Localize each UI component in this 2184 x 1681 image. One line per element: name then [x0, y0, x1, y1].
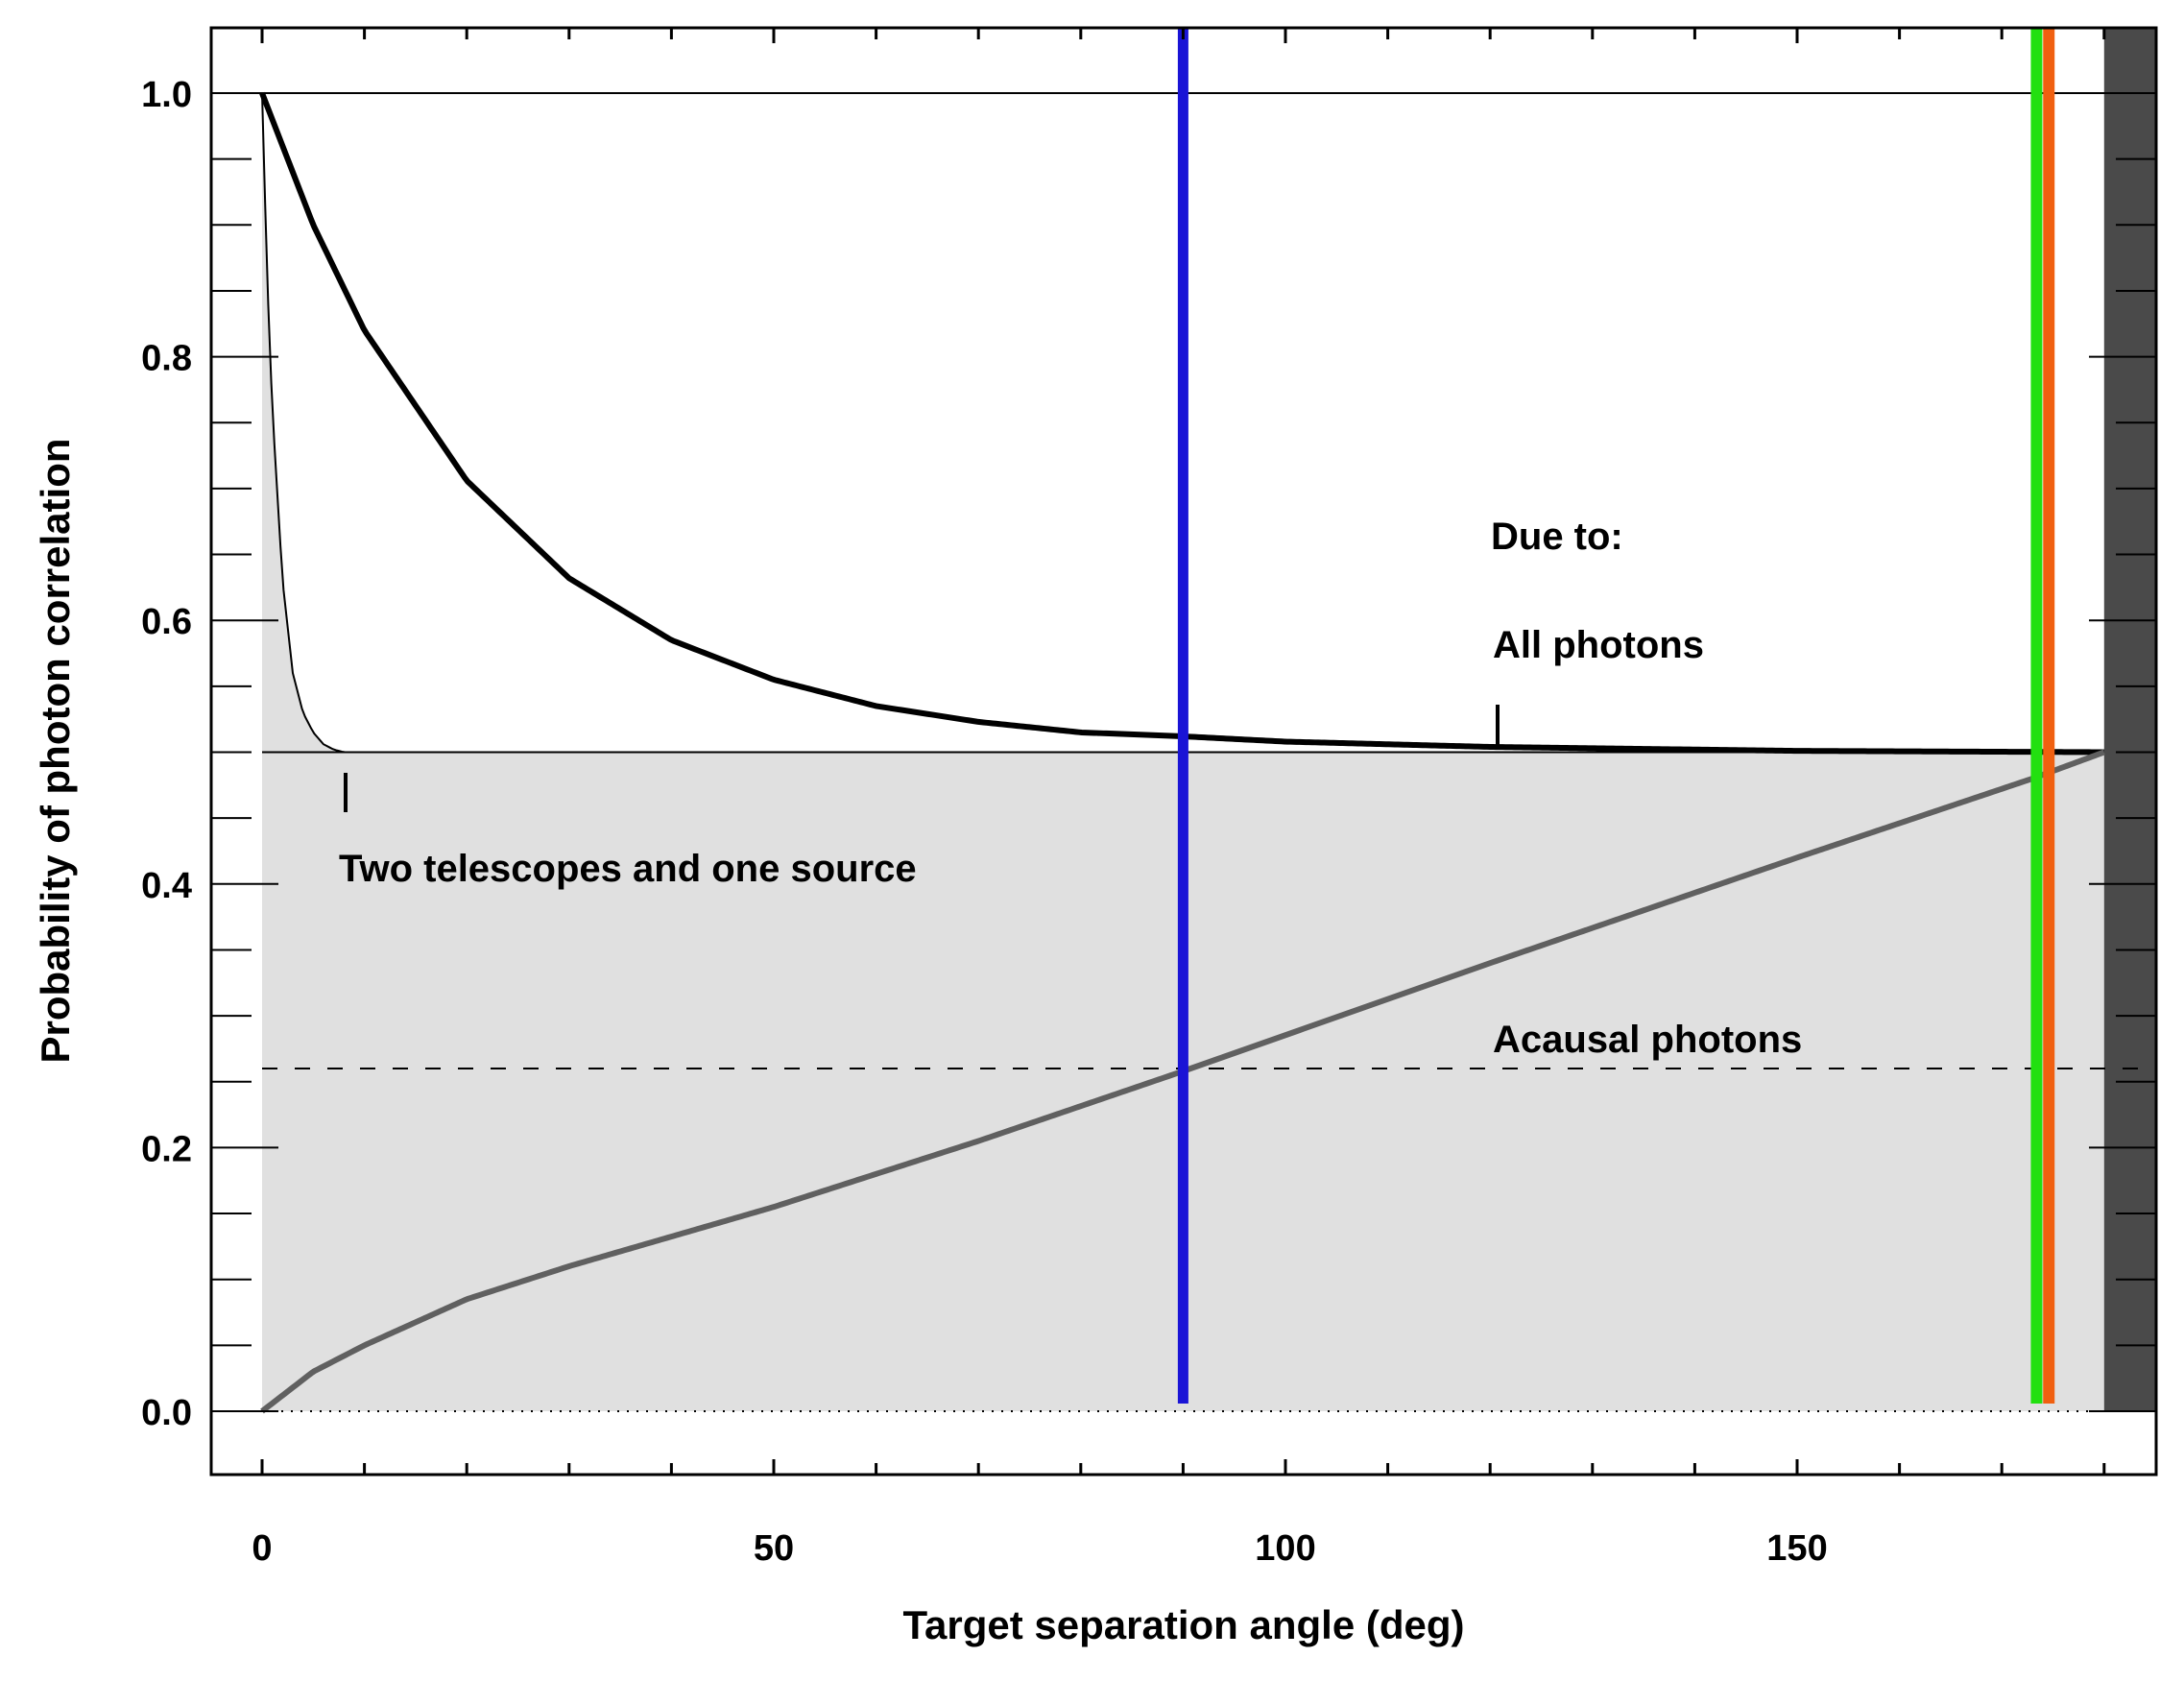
y-tick-label: 0.6: [141, 602, 192, 642]
y-axis-title: Probability of photon correlation: [33, 439, 78, 1064]
x-tick-label: 150: [1766, 1528, 1827, 1569]
annotation-due-to: Due to:: [1491, 516, 1623, 558]
annotation-all-photons: All photons: [1493, 624, 1704, 666]
annotation-acausal: Acausal photons: [1493, 1019, 1802, 1061]
fill-layer: [262, 28, 2156, 1411]
y-tick-label: 0.0: [141, 1393, 192, 1433]
excluded-region: [2103, 28, 2156, 1411]
x-tick-label: 50: [754, 1528, 794, 1569]
x-axis-title: Target separation angle (deg): [903, 1602, 1465, 1647]
y-tick-label: 0.8: [141, 339, 192, 379]
y-tick-label: 1.0: [141, 75, 192, 115]
y-tick-label: 0.2: [141, 1129, 192, 1169]
y-tick-label: 0.4: [141, 866, 192, 906]
tick-labels: 0.0 0.2 0.4 0.6 0.8 1.0 0 50 100 150: [141, 75, 1828, 1569]
x-tick-label: 100: [1255, 1528, 1315, 1569]
vertical-lines: [1177, 28, 2055, 1404]
axes: [209, 26, 2158, 1477]
annotation-two-telescopes: Two telescopes and one source: [339, 848, 917, 890]
x-tick-label: 0: [252, 1528, 272, 1569]
